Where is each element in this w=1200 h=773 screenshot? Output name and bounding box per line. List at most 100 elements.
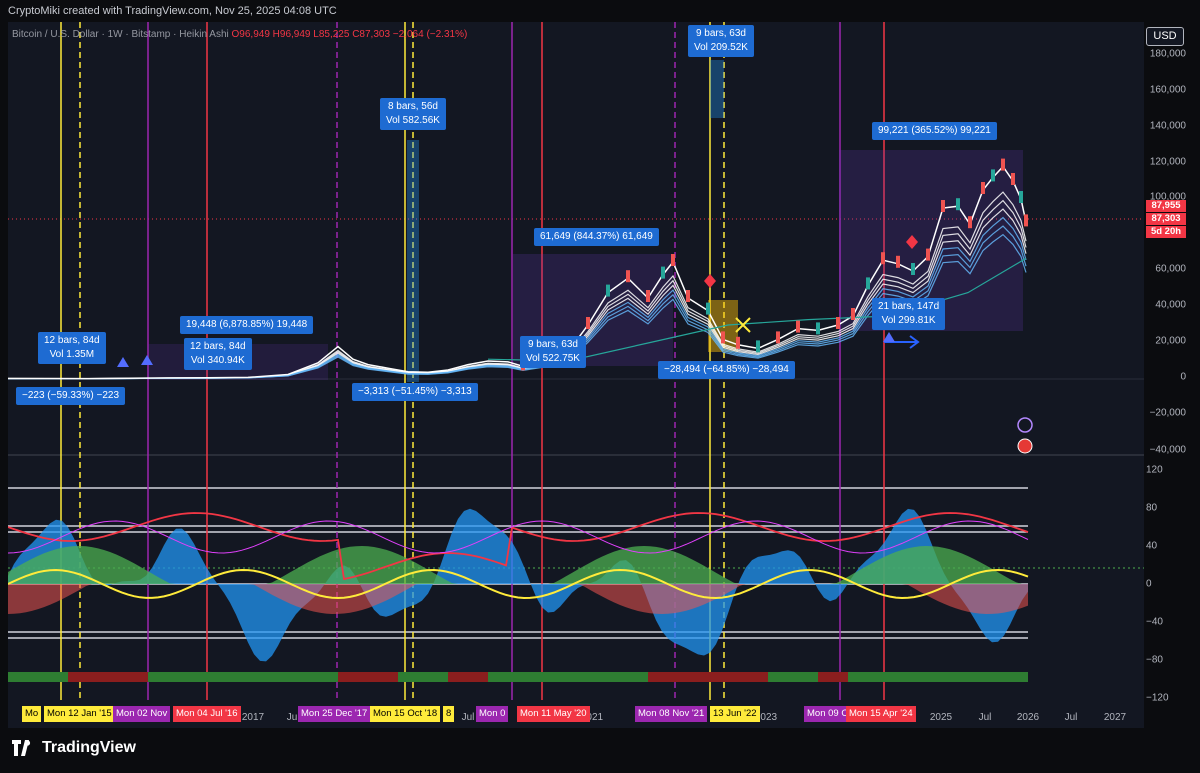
time-tick: 2025: [929, 712, 953, 723]
callout-line: Vol 299.81K: [881, 315, 936, 326]
time-flag: Mon 04 Jul '16: [173, 706, 241, 722]
price-tick: 100,000: [1149, 191, 1186, 203]
time-flag: Mon 12 Jan '15: [44, 706, 115, 722]
triangle-marker-icon: [117, 357, 129, 367]
trend-strip-segment: [448, 672, 488, 682]
ema-ribbon-line: [8, 233, 1027, 380]
time-flag: 8: [443, 706, 455, 722]
callout-line: 61,649 (844.37%) 61,649: [540, 231, 653, 242]
measure-callout[interactable]: −3,313 (−51.45%) −3,313: [352, 383, 478, 401]
time-flag: Mon 08 Nov '21: [635, 706, 708, 722]
ema-ribbon-line: [8, 208, 1027, 380]
oscillator-area: [8, 584, 1028, 614]
measure-callout[interactable]: −28,494 (−64.85%) −28,494: [658, 361, 795, 379]
date-range-box: [710, 60, 724, 118]
price-tick: 60,000: [1155, 263, 1186, 275]
callout-line: Vol 582.56K: [386, 115, 440, 126]
time-flag: Mon 25 Dec '17: [298, 706, 371, 722]
trend-strip: [8, 672, 1028, 682]
time-tick: 2026: [1016, 712, 1040, 723]
measure-callout[interactable]: 12 bars, 84d Vol 340.94K: [184, 338, 252, 370]
callout-line: −223 (−59.33%) −223: [22, 390, 120, 401]
oscillator-line: [8, 568, 1029, 600]
candle: [671, 254, 675, 266]
ema-ribbon-line: [8, 199, 1027, 380]
candle: [866, 277, 870, 290]
trend-strip-segment: [338, 672, 398, 682]
candle: [1024, 214, 1028, 227]
callout-line: Vol 1.35M: [49, 349, 95, 360]
legend-high: H96,949: [272, 29, 311, 40]
oscillator-pane: [8, 508, 1029, 682]
measure-callout[interactable]: 12 bars, 84d Vol 1.35M: [38, 332, 106, 364]
callout-line: −28,494 (−64.85%) −28,494: [664, 364, 789, 375]
time-flag: Mon 11 May '20: [517, 706, 590, 722]
price-tick: 160,000: [1149, 84, 1186, 96]
candle: [646, 290, 650, 302]
oscillator-area: [8, 546, 1028, 584]
trend-strip-segment: [818, 672, 848, 682]
time-tick: Jul: [978, 712, 992, 723]
candle: [968, 216, 972, 229]
measure-callout[interactable]: −223 (−59.33%) −223: [16, 387, 126, 405]
measure-callout[interactable]: 19,448 (6,878.85%) 19,448: [180, 316, 314, 334]
measure-callout[interactable]: 99,221 (365.52%) 99,221: [872, 122, 997, 140]
oscillator-tick: −40: [1146, 616, 1163, 628]
callout-line: Vol 209.52K: [694, 42, 748, 53]
oscillator-tick: 120: [1146, 464, 1163, 476]
legend-low: L85,225: [313, 29, 350, 40]
candle: [941, 200, 945, 212]
chart-canvas[interactable]: [8, 22, 1144, 728]
callout-line: 12 bars, 84d: [44, 335, 100, 346]
candle: [896, 255, 900, 268]
time-tick: 2017: [241, 712, 265, 723]
candle: [626, 270, 630, 283]
measure-callout[interactable]: 9 bars, 63d Vol 522.75K: [520, 336, 586, 368]
oscillator-line: [8, 512, 1029, 581]
tradingview-logo[interactable]: TradingView: [12, 739, 136, 757]
callout-line: 21 bars, 147d: [878, 301, 940, 312]
legend-symbol: Bitcoin / U.S. Dollar · 1W · Bitstamp · …: [12, 29, 229, 40]
time-tick: 2021: [580, 712, 604, 723]
candle: [796, 320, 800, 333]
time-flag: Mon 09 O: [804, 706, 852, 722]
price-tick: 180,000: [1149, 48, 1186, 60]
oscillator-line: [8, 520, 1029, 554]
candle: [706, 302, 710, 315]
lightning-icon: [1017, 417, 1033, 433]
measure-callout[interactable]: 9 bars, 63d Vol 209.52K: [688, 25, 754, 57]
diamond-marker-icon: [906, 235, 918, 249]
price-tag-countdown: 5d 20h: [1146, 226, 1186, 238]
measure-callout[interactable]: 61,649 (844.37%) 61,649: [534, 228, 659, 246]
price-tick: 20,000: [1155, 335, 1186, 347]
symbol-legend[interactable]: Bitcoin / U.S. Dollar · 1W · Bitstamp · …: [12, 29, 467, 40]
candle: [836, 317, 840, 329]
ema-ribbon-line: [8, 216, 1027, 380]
callout-line: −3,313 (−51.45%) −3,313: [358, 386, 472, 397]
candle: [721, 331, 725, 344]
candle: [926, 248, 930, 261]
time-flag: Mon 15 Apr '24: [846, 706, 916, 722]
callout-line: 8 bars, 56d: [387, 101, 438, 112]
trend-strip-segment: [648, 672, 768, 682]
price-tick: 140,000: [1149, 120, 1186, 132]
price-tick: 40,000: [1155, 299, 1186, 311]
legend-open: O96,949: [231, 29, 270, 40]
price-tick: −20,000: [1149, 407, 1186, 419]
triangle-marker-icon: [141, 355, 153, 365]
time-tick: Jul: [1064, 712, 1078, 723]
time-flag: Mo: [22, 706, 42, 722]
callout-line: 19,448 (6,878.85%) 19,448: [186, 319, 308, 330]
callout-line: Vol 522.75K: [526, 353, 580, 364]
price-tag-last: 87,303: [1146, 213, 1186, 225]
tradingview-mark-icon: [12, 740, 36, 756]
candle: [1011, 173, 1015, 185]
oscillator-tick: 80: [1146, 502, 1158, 514]
measure-callout[interactable]: 21 bars, 147d Vol 299.81K: [872, 298, 946, 330]
measure-callout[interactable]: 8 bars, 56d Vol 582.56K: [380, 98, 446, 130]
legend-close: C87,303: [352, 29, 391, 40]
callout-line: 9 bars, 63d: [527, 339, 578, 350]
currency-button[interactable]: USD: [1146, 27, 1184, 46]
candle: [776, 331, 780, 344]
time-tick: Ju: [286, 712, 298, 723]
